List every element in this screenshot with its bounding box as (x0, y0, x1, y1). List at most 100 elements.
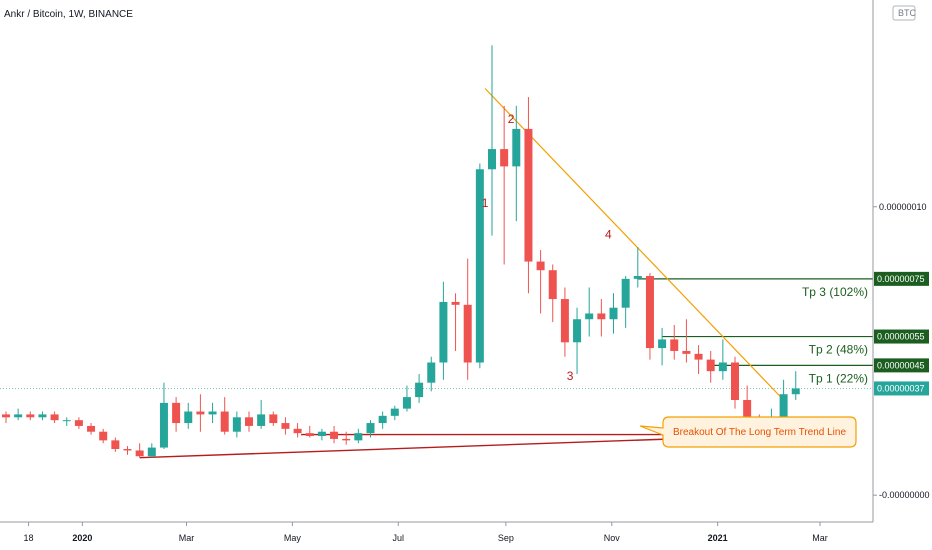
candle-up[interactable] (257, 399, 266, 429)
candle-down[interactable] (305, 425, 314, 438)
candles[interactable] (2, 45, 800, 458)
candle-down[interactable] (87, 423, 96, 435)
candle-body (791, 388, 800, 395)
candle-down[interactable] (342, 431, 351, 445)
candle-down[interactable] (220, 397, 229, 435)
candle-down[interactable] (50, 411, 59, 424)
candle-down[interactable] (548, 264, 557, 323)
candle-body (172, 402, 181, 424)
currency-badge[interactable] (892, 5, 916, 21)
candle-down[interactable] (670, 325, 679, 360)
candle-up[interactable] (147, 443, 156, 458)
candle-up[interactable] (402, 385, 411, 412)
candle-body (731, 362, 739, 400)
candle-down[interactable] (536, 250, 545, 314)
candle-up[interactable] (366, 420, 375, 438)
candle-up[interactable] (62, 417, 71, 426)
wave-label: 3 (567, 369, 574, 383)
candle-down[interactable] (111, 437, 120, 452)
candle-body (317, 431, 326, 437)
candle-body (670, 339, 679, 351)
candle-down[interactable] (269, 411, 278, 426)
candle-down[interactable] (196, 394, 205, 432)
candle-up[interactable] (573, 307, 582, 375)
candle-down[interactable] (172, 397, 181, 432)
candle-down[interactable] (645, 273, 654, 360)
candle-down[interactable] (682, 319, 691, 363)
candle-down[interactable] (706, 350, 715, 383)
candle-up[interactable] (232, 411, 241, 438)
candle-body (14, 414, 23, 418)
long-term-trend-line[interactable] (484, 88, 785, 401)
candle-up[interactable] (658, 327, 667, 366)
candle-up[interactable] (779, 379, 788, 424)
candle-up[interactable] (14, 408, 23, 421)
candle-up[interactable] (633, 247, 642, 288)
candle-down[interactable] (731, 356, 739, 409)
candle-body (415, 382, 424, 398)
candle-down[interactable] (123, 446, 132, 455)
candle-up[interactable] (488, 45, 496, 236)
candle-body (2, 414, 10, 418)
candle-up[interactable] (512, 105, 521, 222)
candle-up[interactable] (427, 356, 436, 392)
candle-body (694, 353, 703, 360)
candle-up[interactable] (317, 428, 326, 441)
candle-body (330, 431, 339, 439)
candle-up[interactable] (38, 411, 47, 421)
candle-up[interactable] (585, 287, 594, 337)
candle-body (232, 417, 241, 432)
candle-up[interactable] (621, 275, 630, 328)
candle-down[interactable] (245, 411, 253, 432)
breakout-callout[interactable]: Breakout Of The Long Term Trend Line (639, 416, 857, 448)
candle-up[interactable] (354, 428, 363, 444)
candle-down[interactable] (293, 423, 302, 438)
candle-body (26, 414, 35, 418)
candle-up[interactable] (208, 402, 217, 424)
candle-body (366, 423, 375, 434)
candle-down[interactable] (560, 287, 569, 357)
candle-down[interactable] (463, 258, 472, 380)
candle-up[interactable] (475, 163, 484, 369)
candle-up[interactable] (378, 411, 387, 429)
candle-up[interactable] (390, 405, 399, 421)
candle-up[interactable] (159, 382, 168, 450)
candle-body (305, 433, 314, 437)
callout-box (639, 416, 857, 448)
candle-down[interactable] (694, 345, 703, 375)
time-axis-bg (0, 522, 932, 550)
candle-down[interactable] (99, 428, 108, 444)
candle-down[interactable] (597, 299, 606, 337)
candle-down[interactable] (2, 411, 10, 424)
candle-down[interactable] (26, 411, 35, 421)
candle-up[interactable] (718, 339, 727, 380)
candle-down[interactable] (524, 97, 533, 294)
target-price-tag-label: 0.00000055 (877, 332, 925, 342)
candle-up[interactable] (439, 281, 448, 380)
currency-badge-label: BTC (898, 8, 917, 18)
price-axis[interactable]: -0.000000000.000000100.000000200.0000003… (872, 0, 932, 550)
candle-up[interactable] (184, 402, 193, 429)
candle-down[interactable] (330, 425, 339, 444)
candle-up[interactable] (415, 374, 424, 403)
candle-body (87, 425, 96, 432)
candle-up[interactable] (609, 293, 618, 334)
candle-down[interactable] (451, 293, 460, 351)
candle-body (135, 450, 144, 457)
time-tick-label: Mar (812, 533, 828, 543)
candle-body (245, 417, 253, 426)
target-label: Tp 2 (48%) (809, 343, 868, 357)
candle-body (743, 399, 752, 421)
candle-down[interactable] (281, 417, 290, 435)
time-axis[interactable]: 18 2020 Mar May Jul Sep Nov 2021 Mar (0, 521, 932, 550)
wave-label: 2 (508, 112, 515, 126)
candle-down[interactable] (135, 443, 144, 458)
candle-down[interactable] (74, 417, 83, 429)
candle-body (475, 169, 484, 363)
candle-body (512, 128, 521, 167)
candle-up[interactable] (791, 371, 800, 400)
candle-down[interactable] (500, 105, 509, 265)
candle-body (718, 362, 727, 372)
target-price-tag (874, 358, 929, 373)
